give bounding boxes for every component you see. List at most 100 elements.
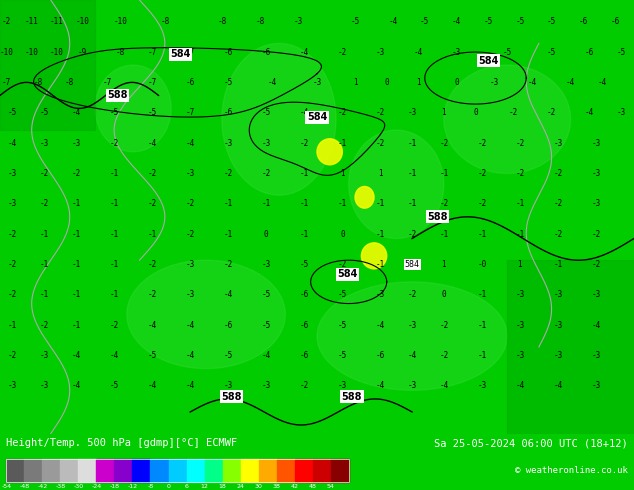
Text: -2: -2 <box>376 108 385 117</box>
Bar <box>150 459 169 482</box>
Text: -5: -5 <box>262 108 271 117</box>
Text: -2: -2 <box>110 321 119 330</box>
Text: -1: -1 <box>110 199 119 208</box>
Text: -1: -1 <box>439 230 448 239</box>
Text: -4: -4 <box>110 351 119 360</box>
Text: 6: 6 <box>184 484 188 490</box>
Text: -38: -38 <box>55 484 65 490</box>
Text: -11: -11 <box>50 17 64 26</box>
Text: -6: -6 <box>224 108 233 117</box>
Text: -2: -2 <box>477 169 486 178</box>
Text: -8: -8 <box>34 78 42 87</box>
Text: -2: -2 <box>8 351 17 360</box>
Text: 0: 0 <box>340 230 345 239</box>
Text: -1: -1 <box>8 321 17 330</box>
Text: 0: 0 <box>441 291 446 299</box>
Bar <box>79 459 96 482</box>
Text: -7: -7 <box>186 48 195 56</box>
Text: 584: 584 <box>307 112 327 122</box>
Text: -3: -3 <box>40 139 49 147</box>
Text: 1: 1 <box>517 260 522 269</box>
Text: 1: 1 <box>416 78 421 87</box>
Text: -4: -4 <box>592 321 600 330</box>
Text: -5: -5 <box>148 108 157 117</box>
Text: -4: -4 <box>300 48 309 56</box>
Text: -4: -4 <box>148 139 157 147</box>
Text: -4: -4 <box>72 381 81 391</box>
Ellipse shape <box>95 65 171 152</box>
Text: -2: -2 <box>439 351 448 360</box>
Text: -7: -7 <box>103 78 112 87</box>
Text: -1: -1 <box>477 351 486 360</box>
Text: -1: -1 <box>408 169 417 178</box>
Text: -3: -3 <box>224 381 233 391</box>
Text: -7: -7 <box>148 78 157 87</box>
Text: -1: -1 <box>376 260 385 269</box>
Text: -10: -10 <box>50 48 64 56</box>
Text: -3: -3 <box>408 381 417 391</box>
Text: -2: -2 <box>439 199 448 208</box>
Text: -12: -12 <box>127 484 138 490</box>
Text: -18: -18 <box>110 484 119 490</box>
Text: -2: -2 <box>148 260 157 269</box>
Bar <box>96 459 115 482</box>
Text: -5: -5 <box>40 108 49 117</box>
Text: -3: -3 <box>186 260 195 269</box>
Text: -3: -3 <box>338 381 347 391</box>
Text: -4: -4 <box>528 78 537 87</box>
Text: 584: 584 <box>171 49 191 59</box>
Bar <box>313 459 331 482</box>
Text: -1: -1 <box>477 321 486 330</box>
Text: -3: -3 <box>452 48 461 56</box>
Text: 30: 30 <box>255 484 262 490</box>
Text: -1: -1 <box>300 230 309 239</box>
Text: -2: -2 <box>224 169 233 178</box>
Text: -5: -5 <box>515 17 524 26</box>
Text: -8: -8 <box>256 17 264 26</box>
Text: -4: -4 <box>408 351 417 360</box>
Text: -1: -1 <box>477 291 486 299</box>
Text: -2: -2 <box>338 48 347 56</box>
Text: -6: -6 <box>611 17 619 26</box>
Bar <box>42 459 60 482</box>
Text: -2: -2 <box>262 169 271 178</box>
Text: 48: 48 <box>309 484 316 490</box>
Text: © weatheronline.co.uk: © weatheronline.co.uk <box>515 466 628 475</box>
Text: -1: -1 <box>110 169 119 178</box>
Text: -2: -2 <box>592 230 600 239</box>
Bar <box>133 459 150 482</box>
Text: -2: -2 <box>300 139 309 147</box>
Bar <box>186 459 205 482</box>
Text: -1: -1 <box>224 230 233 239</box>
Text: -6: -6 <box>186 78 195 87</box>
Text: -3: -3 <box>553 139 562 147</box>
Text: -4: -4 <box>268 78 277 87</box>
Text: -3: -3 <box>592 169 600 178</box>
Text: -2: -2 <box>8 291 17 299</box>
Text: 12: 12 <box>200 484 209 490</box>
Text: -4: -4 <box>262 351 271 360</box>
Text: -5: -5 <box>262 291 271 299</box>
Text: -1: -1 <box>40 291 49 299</box>
Text: -2: -2 <box>515 169 524 178</box>
Text: 0: 0 <box>473 108 478 117</box>
Text: 0: 0 <box>167 484 171 490</box>
Text: -4: -4 <box>186 351 195 360</box>
Text: -2: -2 <box>148 291 157 299</box>
Text: -2: -2 <box>186 199 195 208</box>
Text: -3: -3 <box>515 291 524 299</box>
Text: -10: -10 <box>75 17 89 26</box>
Text: -3: -3 <box>40 381 49 391</box>
Text: 588: 588 <box>107 90 127 100</box>
Text: -4: -4 <box>389 17 398 26</box>
Text: -2: -2 <box>40 321 49 330</box>
Text: -1: -1 <box>110 260 119 269</box>
Bar <box>331 459 349 482</box>
Text: -3: -3 <box>408 321 417 330</box>
Text: -3: -3 <box>224 139 233 147</box>
Text: -2: -2 <box>224 260 233 269</box>
Text: -4: -4 <box>452 17 461 26</box>
Text: -4: -4 <box>598 78 607 87</box>
Bar <box>0 0 95 130</box>
Text: -4: -4 <box>8 139 17 147</box>
